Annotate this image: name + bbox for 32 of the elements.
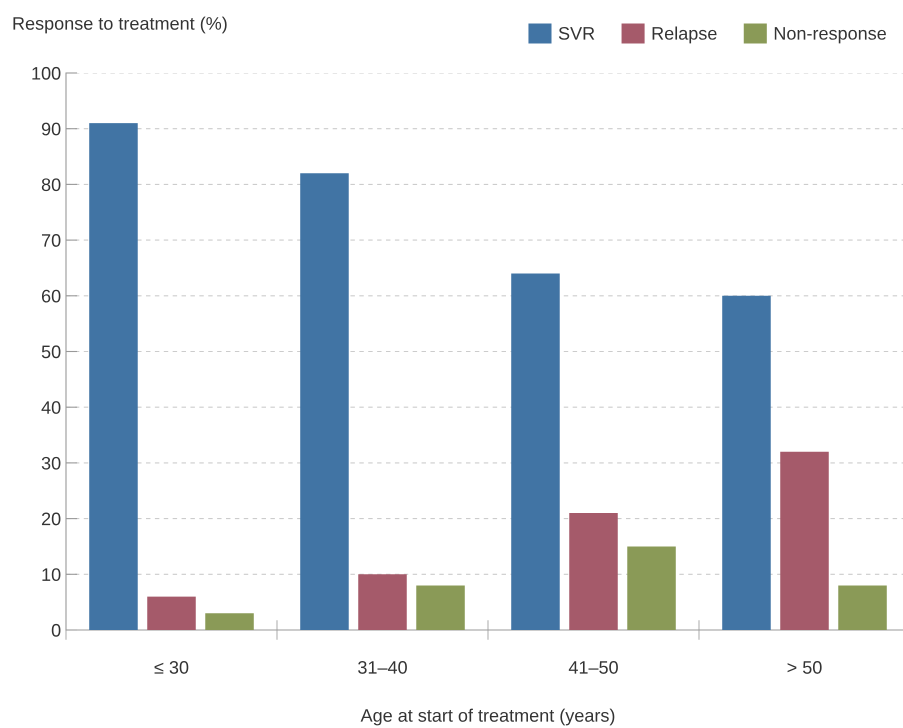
- bar: [300, 173, 349, 630]
- y-tick-label: 10: [42, 568, 60, 582]
- y-tick-label: 80: [42, 178, 60, 192]
- legend-label: Non-response: [774, 27, 886, 44]
- y-tick-label: 20: [42, 512, 60, 526]
- x-tick-label: > 50: [788, 661, 822, 674]
- bar: [780, 452, 829, 630]
- x-tick-label: 41–50: [568, 661, 618, 674]
- x-tick-label: ≤ 30: [154, 661, 188, 674]
- y-tick-label: 30: [42, 456, 60, 470]
- bar: [89, 123, 138, 630]
- y-tick-label: 70: [42, 234, 60, 247]
- x-axis-title: Age at start of treatment (years): [360, 708, 614, 726]
- legend-label: SVR: [558, 26, 594, 40]
- bar: [569, 513, 618, 630]
- bar: [416, 585, 465, 630]
- y-tick-label: 100: [32, 66, 60, 80]
- legend-label: Relapse: [652, 26, 717, 44]
- bar: [511, 274, 560, 630]
- y-tick-label: 90: [42, 122, 60, 136]
- bar: [147, 596, 196, 630]
- x-tick-label: 31–40: [358, 661, 407, 674]
- y-tick-label: 50: [42, 345, 60, 358]
- bar: [838, 585, 887, 630]
- bar: [205, 613, 254, 630]
- y-tick-label: 60: [42, 290, 60, 303]
- y-axis-title: Response to treatment (%): [13, 16, 227, 34]
- bar: [358, 574, 407, 630]
- bar: [627, 546, 676, 630]
- y-tick-label: 40: [41, 401, 60, 414]
- bar: [722, 296, 771, 630]
- y-tick-label: 0: [52, 624, 60, 637]
